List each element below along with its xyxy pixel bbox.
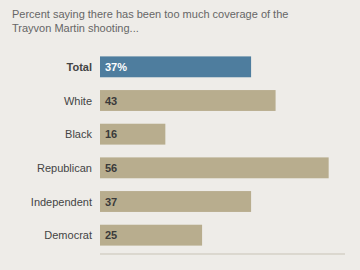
bar (100, 157, 329, 178)
bar (100, 90, 276, 111)
bar (100, 191, 251, 212)
category-label: Total (67, 61, 92, 73)
data-label: 25 (105, 229, 117, 241)
title: Percent saying there has been too much c… (12, 8, 288, 34)
data-label: 37 (105, 196, 117, 208)
chart: Percent saying there has been too much c… (0, 0, 360, 270)
category-label: Black (65, 128, 92, 140)
bar (100, 56, 251, 77)
bar (100, 124, 165, 145)
data-label: 16 (105, 128, 117, 140)
axis-line (100, 254, 345, 255)
bar (100, 225, 202, 246)
title-line: Trayvon Martin shooting... (12, 22, 139, 34)
category-label: White (64, 95, 92, 107)
bars (100, 56, 329, 245)
category-label: Republican (37, 162, 92, 174)
title-line: Percent saying there has been too much c… (12, 8, 288, 20)
category-label: Democrat (44, 229, 92, 241)
data-label: 56 (105, 162, 117, 174)
data-label: 43 (105, 95, 117, 107)
data-label: 37% (105, 61, 127, 73)
category-label: Independent (31, 196, 92, 208)
